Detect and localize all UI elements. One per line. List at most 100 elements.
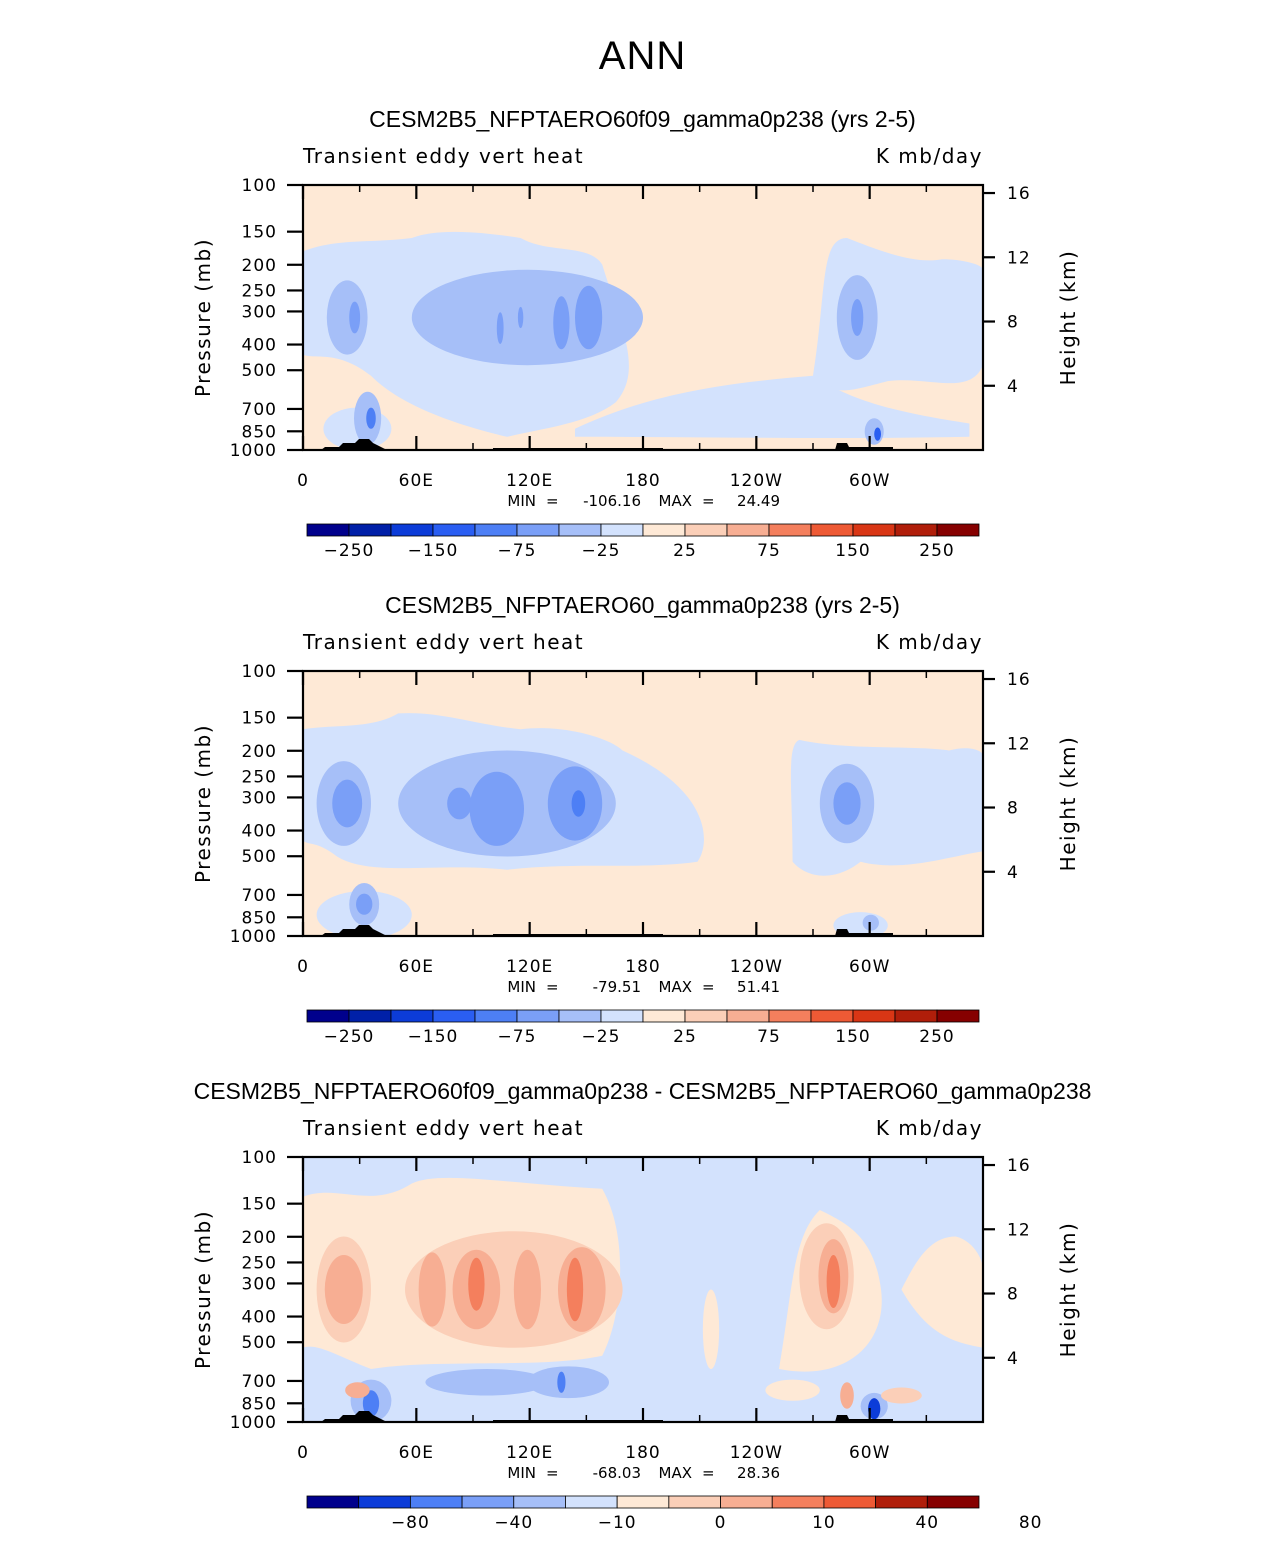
contour-region bbox=[366, 407, 376, 429]
colorbar-swatch bbox=[390, 1009, 434, 1023]
chart-panel-3: CESM2B5_NFPTAERO60f09_gamma0p238 - CESM2… bbox=[0, 1064, 1285, 1550]
y-tick-label: 250 bbox=[242, 767, 277, 787]
colorbar-swatch bbox=[852, 523, 896, 537]
chart-panel-2: CESM2B5_NFPTAERO60_gamma0p238 (yrs 2-5) … bbox=[0, 578, 1285, 1064]
colorbar-swatch bbox=[852, 1009, 896, 1023]
colorbar-label: 10 bbox=[812, 1513, 836, 1533]
y-right-tick-label: 16 bbox=[1007, 1156, 1031, 1176]
y-right-tick-label: 8 bbox=[1007, 313, 1019, 333]
colorbar-label: −150 bbox=[408, 541, 459, 561]
colorbar-swatch bbox=[642, 1009, 686, 1023]
max-label: MAX bbox=[659, 492, 692, 510]
contour-region bbox=[840, 1382, 854, 1409]
y-axis-title: Pressure (mb) bbox=[191, 1210, 215, 1369]
units-label: K mb/day bbox=[876, 1116, 983, 1140]
colorbar-swatch bbox=[810, 523, 854, 537]
y-right-tick-label: 4 bbox=[1007, 863, 1019, 883]
x-tick-label: 60W bbox=[849, 1443, 890, 1463]
y-tick-label: 700 bbox=[242, 1372, 277, 1392]
terrain-africa bbox=[321, 925, 387, 936]
contour-region bbox=[862, 914, 879, 931]
min-label: MIN bbox=[507, 978, 536, 996]
colorbar-swatch bbox=[936, 523, 980, 537]
y-tick-label: 850 bbox=[242, 422, 277, 442]
max-label: MAX bbox=[659, 1464, 692, 1482]
min-equals: = bbox=[546, 1464, 559, 1482]
left-string: Transient eddy vert heat bbox=[302, 630, 584, 654]
chart-panel-1: CESM2B5_NFPTAERO60f09_gamma0p238 (yrs 2-… bbox=[0, 92, 1285, 578]
min-value: -79.51 bbox=[593, 978, 641, 996]
colorbar-swatch bbox=[684, 1009, 728, 1023]
x-tick-label: 60W bbox=[849, 957, 890, 977]
y-tick-label: 150 bbox=[242, 709, 277, 729]
left-string: Transient eddy vert heat bbox=[302, 1116, 584, 1140]
colorbar-swatch bbox=[565, 1495, 618, 1509]
contour-region bbox=[527, 1366, 609, 1399]
left-string: Transient eddy vert heat bbox=[302, 144, 584, 168]
x-tick-label: 60E bbox=[399, 471, 434, 491]
y-axis-title: Pressure (mb) bbox=[191, 238, 215, 397]
y-tick-label: 300 bbox=[242, 788, 277, 808]
contour-region bbox=[571, 790, 586, 817]
contour-region bbox=[356, 893, 373, 915]
y-tick-label: 100 bbox=[242, 662, 277, 682]
max-value: 28.36 bbox=[737, 1464, 780, 1482]
y-tick-label: 1000 bbox=[230, 441, 277, 461]
y-tick-label: 400 bbox=[242, 822, 277, 842]
contour-region bbox=[324, 1255, 363, 1324]
x-tick-label: 60E bbox=[399, 1443, 434, 1463]
terrain-africa bbox=[321, 439, 387, 450]
contour-field bbox=[303, 1157, 983, 1422]
colorbar-swatch bbox=[306, 523, 350, 537]
colorbar-swatch bbox=[474, 1009, 518, 1023]
colorbar-swatch bbox=[306, 1495, 360, 1509]
y-tick-label: 200 bbox=[242, 256, 277, 276]
colorbar-swatch bbox=[409, 1495, 463, 1509]
colorbar-swatch bbox=[768, 523, 812, 537]
contour-region bbox=[468, 1257, 485, 1311]
contour-region bbox=[447, 787, 472, 820]
y-tick-label: 200 bbox=[242, 1228, 277, 1248]
y-tick-label: 100 bbox=[242, 1148, 277, 1168]
contour-plot: Transient eddy vert heat K mb/day 0 60E 120E… bbox=[191, 630, 1080, 1047]
colorbar bbox=[306, 1009, 980, 1023]
colorbar-label: −250 bbox=[324, 1027, 375, 1047]
colorbar-swatch bbox=[771, 1495, 825, 1509]
x-tick-label: 0 bbox=[297, 1443, 309, 1463]
contour-region bbox=[418, 1252, 446, 1327]
colorbar-swatch bbox=[558, 523, 602, 537]
y-tick-label: 200 bbox=[242, 742, 277, 762]
contour-region bbox=[411, 269, 643, 366]
contour-region bbox=[326, 280, 368, 355]
y-right-tick-label: 12 bbox=[1007, 734, 1031, 754]
colorbar-label: 75 bbox=[757, 541, 781, 561]
units-label: K mb/day bbox=[876, 630, 983, 654]
y-tick-label: 1000 bbox=[230, 927, 277, 947]
y-right-tick-label: 12 bbox=[1007, 248, 1031, 268]
colorbar-swatch bbox=[875, 1495, 928, 1509]
contour-region bbox=[349, 301, 361, 334]
y-tick-label: 500 bbox=[242, 847, 277, 867]
colorbar-label: 150 bbox=[835, 1027, 870, 1047]
contour-region bbox=[553, 296, 570, 350]
colorbar-label: 40 bbox=[915, 1513, 939, 1533]
colorbar-swatch bbox=[642, 523, 686, 537]
contour-region bbox=[864, 418, 884, 445]
y-tick-label: 400 bbox=[242, 336, 277, 356]
y-tick-label: 700 bbox=[242, 400, 277, 420]
colorbar-label: −150 bbox=[408, 1027, 459, 1047]
colorbar-swatch bbox=[726, 523, 770, 537]
colorbar-swatch bbox=[516, 1009, 560, 1023]
x-tick-label: 120E bbox=[506, 1443, 553, 1463]
y-tick-label: 850 bbox=[242, 908, 277, 928]
colorbar-swatch bbox=[432, 1009, 476, 1023]
contour-region bbox=[469, 771, 524, 846]
y-tick-label: 1000 bbox=[230, 1413, 277, 1433]
x-tick-label: 60E bbox=[399, 957, 434, 977]
contour-field bbox=[303, 185, 983, 450]
colorbar-swatch bbox=[432, 523, 476, 537]
max-value: 51.41 bbox=[737, 978, 780, 996]
y-tick-label: 150 bbox=[242, 223, 277, 243]
colorbar-label: −25 bbox=[582, 1027, 621, 1047]
colorbar-swatch bbox=[474, 523, 518, 537]
